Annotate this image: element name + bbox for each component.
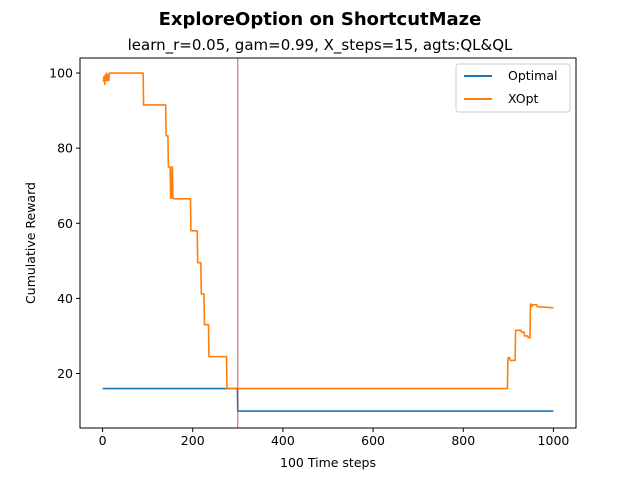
x-tick-label: 400 xyxy=(271,433,295,448)
series-line-optimal xyxy=(102,387,554,412)
y-tick-label: 40 xyxy=(57,291,73,306)
x-tick-label: 200 xyxy=(181,433,205,448)
plot-area xyxy=(102,58,554,428)
x-tick-label: 800 xyxy=(451,433,475,448)
legend-label-xopt: XOpt xyxy=(508,91,539,106)
x-tick-label: 600 xyxy=(361,433,385,448)
axis-ticks: 0 200 400 600 800 1000 20 40 60 80 100 xyxy=(49,66,569,448)
y-tick-label: 60 xyxy=(57,216,73,231)
chart-title: ExploreOption on ShortcutMaze xyxy=(159,9,482,30)
plot-frame xyxy=(79,57,577,429)
series-line-xopt xyxy=(102,72,554,390)
legend-label-optimal: Optimal xyxy=(508,68,557,83)
legend: Optimal XOpt xyxy=(455,63,571,113)
x-tick-label: 0 xyxy=(99,433,107,448)
y-tick-label: 80 xyxy=(57,141,73,156)
y-axis-label: Cumulative Reward xyxy=(23,182,38,304)
y-tick-label: 20 xyxy=(57,366,73,381)
chart-subtitle: learn_r=0.05, gam=0.99, X_steps=15, agts… xyxy=(128,36,513,55)
y-tick-label: 100 xyxy=(49,66,73,81)
x-tick-label: 1000 xyxy=(538,433,570,448)
x-axis-label: 100 Time steps xyxy=(280,455,376,470)
